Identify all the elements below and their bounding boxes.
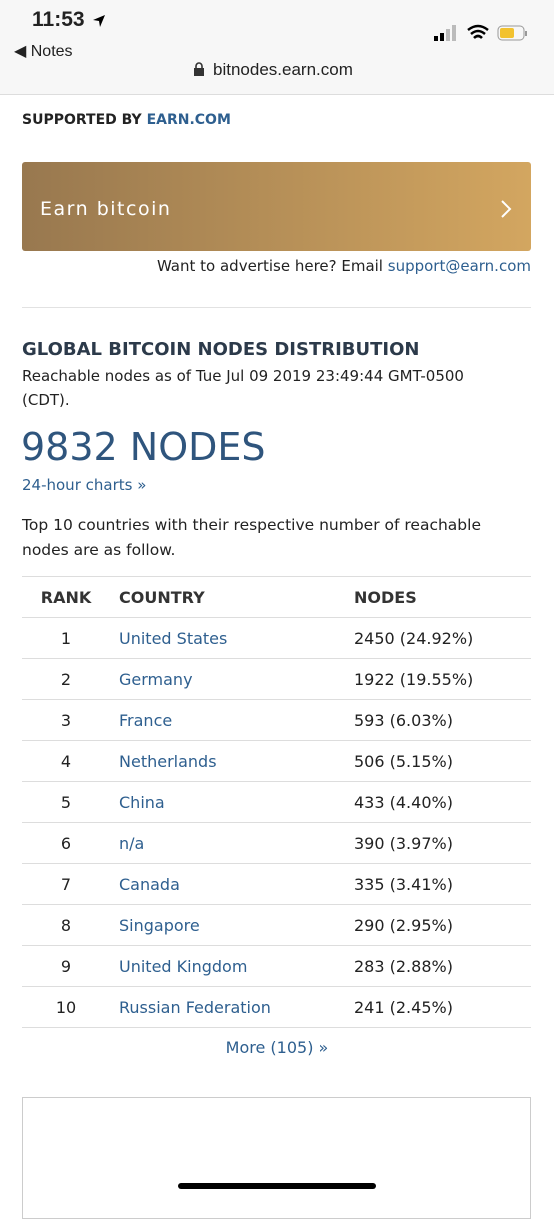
table-row: 1 United States 2450 (24.92%)	[22, 617, 531, 659]
supported-link[interactable]: EARN.COM	[146, 112, 231, 128]
back-label[interactable]: Notes	[30, 43, 73, 60]
table-row: 2 Germany 1922 (19.55%)	[22, 658, 531, 700]
table-row: 9 United Kingdom 283 (2.88%)	[22, 945, 531, 987]
placeholder-box	[22, 1097, 531, 1219]
back-button[interactable]: ◀ Notes	[14, 43, 73, 60]
charts-link[interactable]: 24-hour charts »	[22, 476, 147, 494]
nodes: 290 (2.95%)	[354, 916, 453, 935]
time: 11:53	[32, 8, 85, 31]
nodes: 433 (4.40%)	[354, 793, 453, 812]
table-row: 6 n/a 390 (3.97%)	[22, 822, 531, 864]
ad-button[interactable]: Earn bitcoin	[22, 162, 531, 251]
divider	[22, 307, 531, 308]
rank: 6	[60, 834, 72, 853]
rank: 5	[60, 793, 72, 812]
status-icons	[434, 24, 527, 41]
location-icon	[93, 15, 105, 27]
home-indicator	[178, 1183, 376, 1189]
nodes: 2450 (24.92%)	[354, 629, 474, 648]
chevron	[501, 200, 512, 218]
lock-icon	[194, 62, 204, 76]
rank: 1	[60, 629, 72, 648]
country[interactable]: Canada	[119, 875, 180, 894]
nodes: 593 (6.03%)	[354, 711, 453, 730]
country[interactable]: United Kingdom	[119, 957, 248, 976]
nodes: 241 (2.45%)	[354, 998, 453, 1017]
rank: 3	[60, 711, 72, 730]
table-row: 7 Canada 335 (3.41%)	[22, 863, 531, 905]
column-header: RANK	[40, 588, 92, 607]
table-row: 10 Russian Federation 241 (2.45%)	[22, 986, 531, 1028]
column-header: COUNTRY	[119, 588, 205, 607]
table-row: 3 France 593 (6.03%)	[22, 699, 531, 741]
country[interactable]: Netherlands	[119, 752, 217, 771]
rank: 10	[55, 998, 77, 1017]
rank: 7	[60, 875, 72, 894]
nodes: 390 (3.97%)	[354, 834, 453, 853]
rank: 9	[60, 957, 72, 976]
nodes: 506 (5.15%)	[354, 752, 453, 771]
status-bar: 11:53 ◀ Notes bitnodes.earn.com	[0, 0, 554, 95]
country[interactable]: Russian Federation	[119, 998, 271, 1017]
node-count: 9832 NODES	[21, 425, 266, 469]
ad-email[interactable]: support@earn.com	[387, 257, 531, 275]
supported-by: SUPPORTED BY EARN.COM	[22, 112, 231, 128]
rank: 8	[60, 916, 72, 935]
header-row: RANK COUNTRY NODES	[22, 576, 531, 618]
nodes: 335 (3.41%)	[354, 875, 453, 894]
country[interactable]: Singapore	[119, 916, 200, 935]
rank: 2	[60, 670, 72, 689]
section-title: GLOBAL BITCOIN NODES DISTRIBUTION	[22, 339, 420, 360]
url[interactable]: bitnodes.earn.com	[213, 60, 353, 79]
country[interactable]: n/a	[119, 834, 145, 853]
table-row: 4 Netherlands 506 (5.15%)	[22, 740, 531, 782]
nodes: 1922 (19.55%)	[354, 670, 474, 689]
country[interactable]: France	[119, 711, 173, 730]
country[interactable]: China	[119, 793, 165, 812]
section-subtitle: Reachable nodes as of Tue Jul 09 2019 23…	[22, 367, 464, 409]
table-bottom	[22, 1027, 531, 1028]
country[interactable]: United States	[119, 629, 228, 648]
ad-prompt: Want to advertise here? Email	[156, 257, 383, 275]
ad-button-label[interactable]: Earn bitcoin	[40, 198, 172, 220]
more-link[interactable]: More (105) »	[225, 1038, 329, 1057]
column-header: NODES	[354, 588, 417, 607]
intro: Top 10 countries with their respective n…	[22, 516, 481, 559]
table-row: 8 Singapore 290 (2.95%)	[22, 904, 531, 946]
country[interactable]: Germany	[119, 670, 193, 689]
supported-label: SUPPORTED BY	[22, 112, 142, 128]
ad-text: Want to advertise here? Email support@ea…	[157, 257, 531, 275]
nodes: 283 (2.88%)	[354, 957, 453, 976]
rank: 4	[60, 752, 72, 771]
table-row: 5 China 433 (4.40%)	[22, 781, 531, 823]
